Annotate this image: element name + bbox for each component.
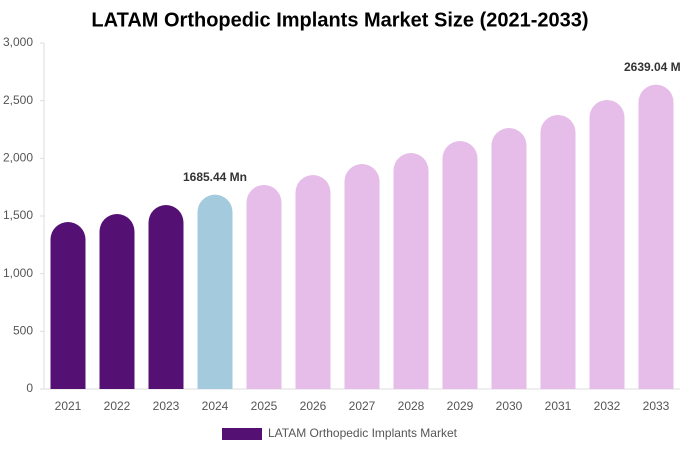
legend-label: LATAM Orthopedic Implants Market <box>268 426 458 440</box>
x-tick-label: 2022 <box>104 399 131 413</box>
y-tick-label: 0 <box>26 381 33 395</box>
y-tick-label: 2,500 <box>3 93 33 107</box>
bar <box>197 194 233 389</box>
y-tick-label: 500 <box>13 324 33 338</box>
x-tick-label: 2027 <box>349 399 376 413</box>
data-label: 1685.44 Mn <box>183 170 247 184</box>
x-tick-label: 2023 <box>153 399 180 413</box>
legend-swatch <box>222 428 262 440</box>
bar <box>540 114 576 389</box>
y-tick-label: 1,500 <box>3 208 33 222</box>
x-tick-label: 2028 <box>398 399 425 413</box>
x-tick-label: 2031 <box>545 399 572 413</box>
bar <box>50 221 86 389</box>
bar <box>393 153 429 389</box>
y-tick-label: 3,000 <box>3 35 33 49</box>
bar <box>491 128 527 389</box>
bar <box>344 163 380 389</box>
bar <box>589 99 625 389</box>
x-tick-label: 2030 <box>496 399 523 413</box>
data-label: 2639.04 Mn <box>624 60 680 74</box>
bar <box>99 214 135 389</box>
x-tick-label: 2026 <box>300 399 327 413</box>
y-tick-label: 2,000 <box>3 151 33 165</box>
x-tick-label: 2024 <box>202 399 229 413</box>
bar <box>442 141 478 389</box>
bar <box>638 84 674 389</box>
bar <box>246 184 282 389</box>
bar <box>295 175 331 389</box>
x-tick-label: 2029 <box>447 399 474 413</box>
x-tick-label: 2033 <box>643 399 670 413</box>
bar <box>148 205 184 389</box>
chart-title: LATAM Orthopedic Implants Market Size (2… <box>91 9 588 31</box>
y-tick-label: 1,000 <box>3 266 33 280</box>
x-tick-label: 2032 <box>594 399 621 413</box>
x-tick-label: 2021 <box>55 399 82 413</box>
x-tick-label: 2025 <box>251 399 278 413</box>
